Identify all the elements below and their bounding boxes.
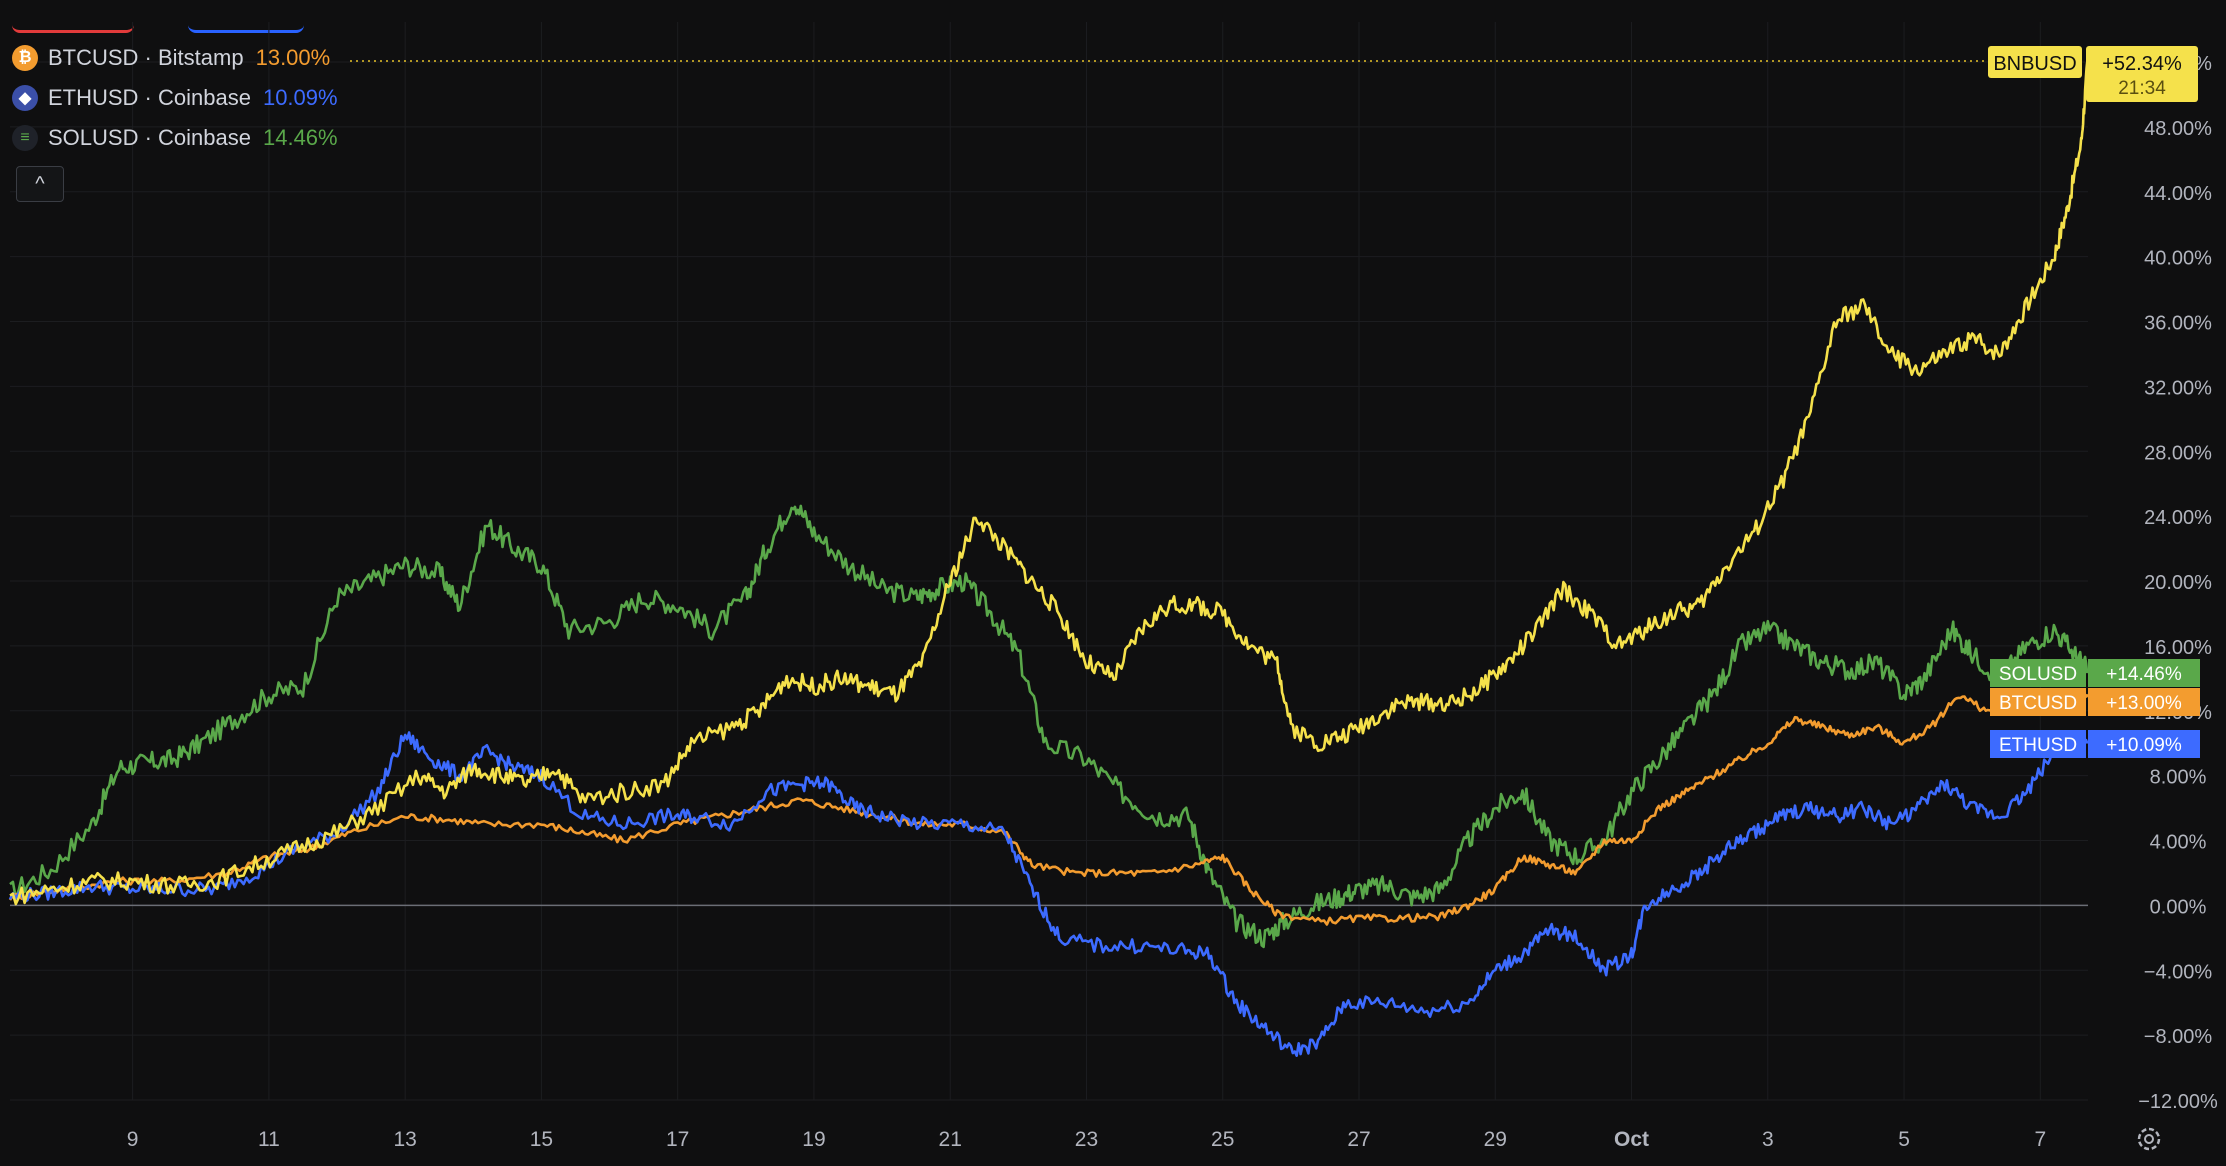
badge-value-bg <box>2086 46 2198 102</box>
legend-value: 14.46% <box>262 125 338 150</box>
badge-value: +14.46% <box>2106 664 2182 685</box>
legend-row-eth[interactable]: ◆ ETHUSD · Coinbase 10.09% <box>12 78 338 118</box>
y-tick-label: −12.00% <box>2138 1091 2218 1113</box>
x-tick-label: 21 <box>939 1128 962 1151</box>
legend-row-btc[interactable]: ₿ BTCUSD · Bitstamp 13.00% <box>12 38 338 78</box>
collapse-legend-button[interactable]: ^ <box>16 166 64 202</box>
y-tick-label: 32.00% <box>2144 377 2212 399</box>
legend-symbol: SOLUSD · Coinbase <box>48 125 251 150</box>
chevron-up-icon: ^ <box>35 172 45 195</box>
series-line-btcusd <box>8 689 2090 926</box>
x-tick-label: 19 <box>802 1128 825 1151</box>
x-tick-label: 27 <box>1347 1128 1370 1151</box>
badge-value-bg <box>2088 659 2200 687</box>
y-tick-label: −8.00% <box>2144 1026 2213 1048</box>
badge-label-bg <box>1990 659 2086 687</box>
y-axis: 52.00%48.00%44.00%40.00%36.00%32.00%28.0… <box>2138 53 2218 1113</box>
badge-label-bg <box>1988 46 2082 78</box>
badge-time: 21:34 <box>2118 78 2166 99</box>
top-tab-blue[interactable] <box>188 0 304 33</box>
bitcoin-icon: ₿ <box>12 45 38 71</box>
y-tick-label: 4.00% <box>2150 832 2207 854</box>
x-axis: 9 11 13 15 17 19 21 23 25 27 29 Oct 3 5 7 <box>127 1128 2046 1151</box>
x-tick-label: 11 <box>258 1128 280 1151</box>
x-tick-label: 23 <box>1075 1128 1098 1151</box>
badge-label: BTCUSD <box>1999 693 2077 714</box>
gear-icon[interactable] <box>2134 1124 2164 1154</box>
y-tick-label: 44.00% <box>2144 183 2212 205</box>
badge-label: SOLUSD <box>1999 664 2077 685</box>
y-tick-label: 0.00% <box>2150 896 2207 918</box>
badge-btcusd[interactable]: BTCUSD +13.00% <box>1990 688 2200 716</box>
badge-value: +52.34% <box>2102 53 2182 75</box>
solana-icon: ≡ <box>12 125 38 151</box>
legend: ₿ BTCUSD · Bitstamp 13.00% ◆ ETHUSD · Co… <box>12 38 338 158</box>
y-tick-label: 8.00% <box>2150 767 2207 789</box>
x-tick-label: 25 <box>1211 1128 1234 1151</box>
legend-symbol: ETHUSD · Coinbase <box>48 85 251 110</box>
y-tick-label: −4.00% <box>2144 961 2213 983</box>
y-tick-label: 28.00% <box>2144 442 2212 464</box>
x-tick-label: 5 <box>1898 1128 1910 1151</box>
x-tick-label: Oct <box>1614 1128 1649 1151</box>
badge-label: ETHUSD <box>1999 735 2077 756</box>
x-tick-label: 13 <box>393 1128 416 1151</box>
y-tick-label: 40.00% <box>2144 248 2212 270</box>
badge-solusd[interactable]: SOLUSD +14.46% <box>1990 659 2200 687</box>
x-tick-label: 15 <box>530 1128 553 1151</box>
y-tick-label: 36.00% <box>2144 313 2212 335</box>
badge-ethusd[interactable]: ETHUSD +10.09% <box>1990 730 2200 758</box>
badge-label-bg <box>1990 730 2086 758</box>
badge-bnbusd[interactable]: BNBUSD +52.34% 21:34 <box>1988 46 2198 102</box>
badge-label: BNBUSD <box>1993 53 2076 75</box>
x-tick-label: 7 <box>2034 1128 2046 1151</box>
series-line-ethusd <box>8 731 2089 1057</box>
series-line-solusd <box>9 504 2090 949</box>
badge-value-bg <box>2088 730 2200 758</box>
x-tick-label: 17 <box>666 1128 689 1151</box>
y-tick-label: 20.00% <box>2144 572 2212 594</box>
badge-value: +13.00% <box>2106 693 2182 714</box>
legend-symbol: BTCUSD · Bitstamp <box>48 45 244 70</box>
top-tab-red[interactable] <box>12 0 134 33</box>
legend-value: 13.00% <box>255 45 331 70</box>
badge-value: +10.09% <box>2106 735 2182 756</box>
price-badges: SOLUSD +14.46% BTCUSD +13.00% ETHUSD +10.09% B… <box>1988 46 2200 758</box>
badge-value-bg <box>2088 688 2200 716</box>
ethereum-icon: ◆ <box>12 85 38 111</box>
x-tick-label: 29 <box>1484 1128 1507 1151</box>
legend-row-sol[interactable]: ≡ SOLUSD · Coinbase 14.46% <box>12 118 338 158</box>
series-lines <box>8 56 2090 1057</box>
y-tick-label: 48.00% <box>2144 118 2212 140</box>
grid-lines <box>10 22 2088 1101</box>
y-tick-label: 16.00% <box>2144 637 2212 659</box>
badge-label-bg <box>1990 688 2086 716</box>
legend-value: 10.09% <box>262 85 338 110</box>
y-tick-label: 24.00% <box>2144 507 2212 529</box>
series-line-bnbusd <box>9 56 2090 906</box>
x-tick-label: 3 <box>1762 1128 1774 1151</box>
x-tick-label: 9 <box>127 1128 139 1151</box>
